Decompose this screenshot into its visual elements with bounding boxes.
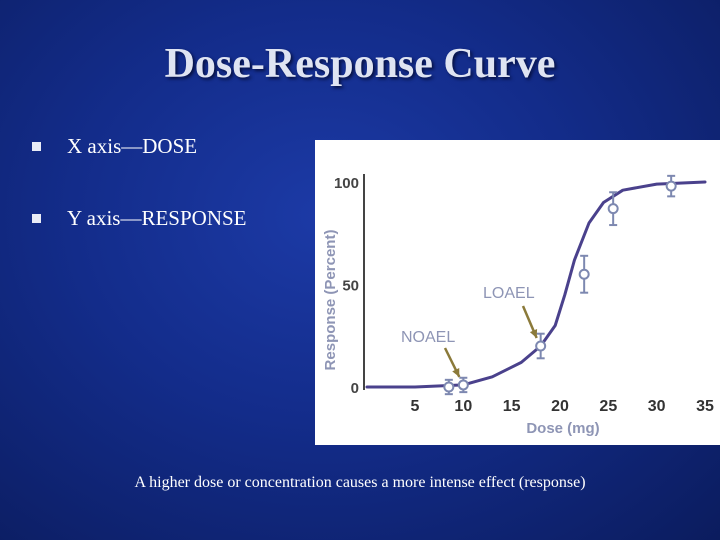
point-marker [607,203,619,215]
annotation-label: NOAEL [401,329,455,346]
data-points-layer [443,174,677,396]
bullet-x-axis: X axis—DOSE [32,128,247,164]
point-marker [443,381,455,393]
x-tick-label: 10 [454,398,472,415]
data-point [665,174,677,198]
data-point [457,376,469,394]
chart-panel: 0 50 100 5 10 15 20 25 30 35 Response (Percent) … [315,140,720,445]
bullet-list: X axis—DOSE Y axis—RESPONSE [32,128,247,272]
point-marker [578,268,590,280]
annotation: NOAEL [401,329,461,378]
data-point [535,332,547,360]
point-marker [665,180,677,192]
y-axis-ticks: 0 50 100 [334,174,365,397]
y-tick-label: 50 [342,278,359,295]
y-tick-label: 100 [334,175,359,192]
x-tick-label: 5 [411,398,420,415]
x-tick-label: 25 [599,398,617,415]
bullet-text: X axis—DOSE [67,133,198,158]
curve-layer [365,180,707,389]
point-marker [457,379,469,391]
x-tick-label: 30 [648,398,666,415]
x-tick-label: 35 [696,398,714,415]
data-point [443,378,455,396]
x-tick-label: 20 [551,398,569,415]
bullet-y-axis: Y axis—RESPONSE [32,200,247,236]
data-point [578,254,590,294]
slide-title: Dose-Response Curve [164,41,556,87]
slide-caption: A higher dose or concentration causes a … [134,474,586,491]
point-marker [535,340,547,352]
annotations-layer: NOAEL LOAEL [401,285,538,378]
y-tick-label: 0 [351,380,359,397]
square-bullet-icon [32,213,41,223]
bullet-text: Y axis—RESPONSE [67,205,247,230]
arrow-head [529,329,538,338]
annotation: LOAEL [483,285,538,339]
annotation-label: LOAEL [483,285,535,302]
arrow-head [452,367,460,377]
y-axis-label: Response (Percent) [322,230,339,371]
x-tick-label: 15 [503,398,521,415]
data-point [607,191,619,227]
square-bullet-icon [32,141,41,151]
x-axis-ticks: 5 10 15 20 25 30 35 [411,398,714,415]
series-line [365,180,707,389]
x-axis-label: Dose (mg) [526,420,599,437]
